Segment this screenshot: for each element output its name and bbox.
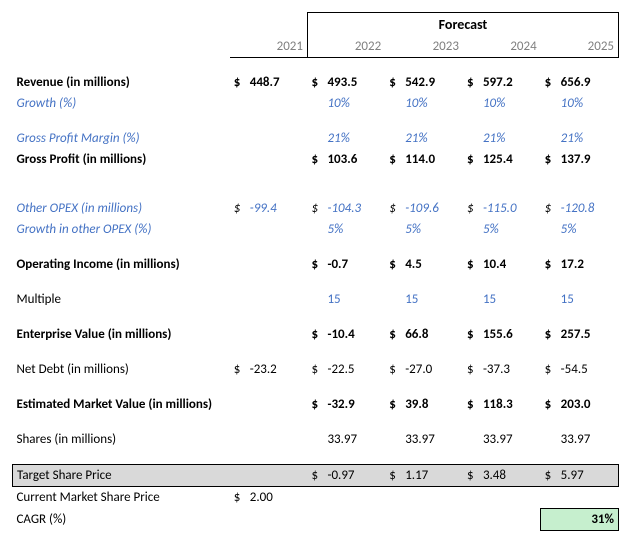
year-2024: 2024 <box>479 36 541 58</box>
shares-label: Shares (in millions) <box>13 429 230 450</box>
revenue-row: Revenue (in millions) $448.7 $493.5 $542… <box>13 72 619 93</box>
current-price-label: Current Market Share Price <box>13 487 230 509</box>
year-2021: 2021 <box>246 36 308 58</box>
year-2022: 2022 <box>323 36 385 58</box>
other-opex-label: Other OPEX (in millions) <box>13 198 230 219</box>
net-debt-label: Net Debt (in millions) <box>13 359 230 380</box>
gpm-label: Gross Profit Margin (%) <box>13 128 230 149</box>
cagr-value: 31% <box>541 508 619 530</box>
cagr-row: CAGR (%) 31% <box>13 508 619 530</box>
target-price-row: Target Share Price $-0.97 $1.17 $3.48 $5… <box>13 465 619 487</box>
op-income-label: Operating Income (in millions) <box>13 254 230 275</box>
financial-forecast-table: Forecast 2021 2022 2023 2024 2025 Revenu… <box>12 12 619 531</box>
growth-label: Growth (%) <box>13 93 230 114</box>
multiple-label: Multiple <box>13 289 230 310</box>
revenue-label: Revenue (in millions) <box>13 72 230 93</box>
year-2023: 2023 <box>401 36 463 58</box>
gpm-row: Gross Profit Margin (%) 21% 21% 21% 21% <box>13 128 619 149</box>
cagr-label: CAGR (%) <box>13 508 230 530</box>
forecast-label: Forecast <box>307 13 618 37</box>
opex-growth-row: Growth in other OPEX (%) 5% 5% 5% 5% <box>13 219 619 240</box>
shares-row: Shares (in millions) 33.97 33.97 33.97 3… <box>13 429 619 450</box>
op-income-row: Operating Income (in millions) $-0.7 $4.… <box>13 254 619 275</box>
forecast-header-row: Forecast <box>13 13 619 37</box>
growth-row: Growth (%) 10% 10% 10% 10% <box>13 93 619 114</box>
net-debt-row: Net Debt (in millions) $-23.2 $-22.5 $-2… <box>13 359 619 380</box>
year-2025: 2025 <box>557 36 619 58</box>
opex-growth-label: Growth in other OPEX (%) <box>13 219 230 240</box>
gross-profit-label: Gross Profit (in millions) <box>13 149 230 170</box>
gross-profit-row: Gross Profit (in millions) $103.6 $114.0… <box>13 149 619 170</box>
emv-label: Estimated Market Value (in millions) <box>13 394 230 415</box>
ev-label: Enterprise Value (in millions) <box>13 324 230 345</box>
ev-row: Enterprise Value (in millions) $-10.4 $6… <box>13 324 619 345</box>
multiple-row: Multiple 15 15 15 15 <box>13 289 619 310</box>
current-price-row: Current Market Share Price $2.00 <box>13 487 619 509</box>
emv-row: Estimated Market Value (in millions) $-3… <box>13 394 619 415</box>
target-price-label: Target Share Price <box>13 465 230 487</box>
year-row: 2021 2022 2023 2024 2025 <box>13 36 619 58</box>
other-opex-row: Other OPEX (in millions) $-99.4 $-104.3 … <box>13 198 619 219</box>
